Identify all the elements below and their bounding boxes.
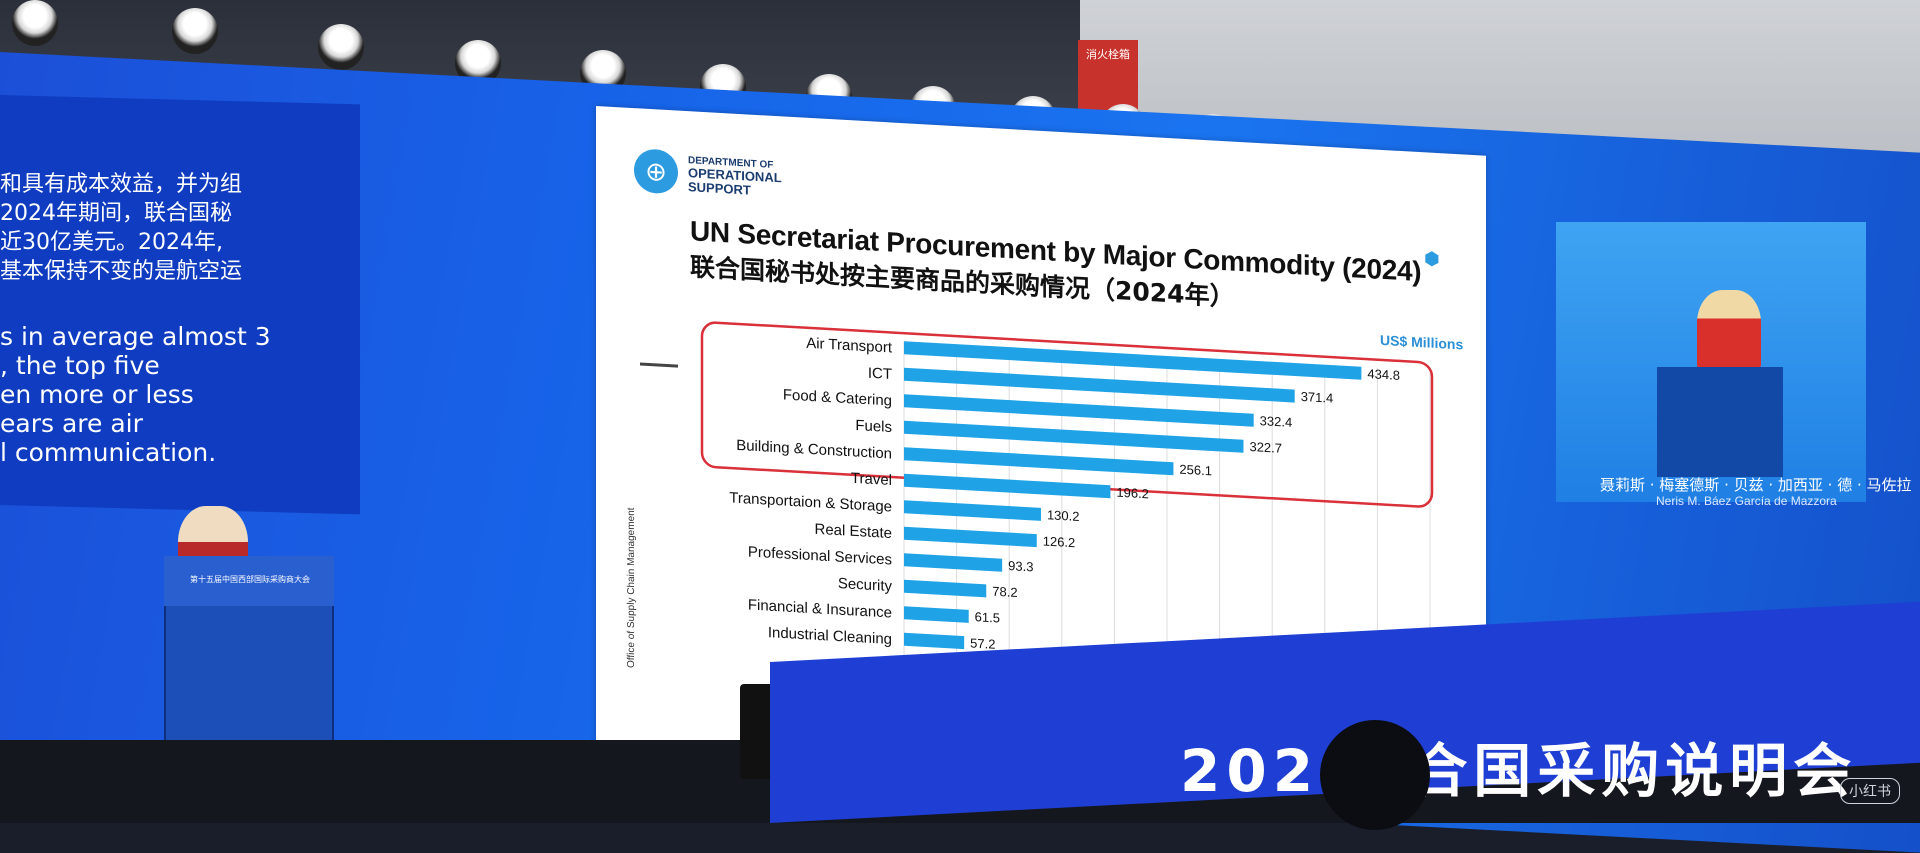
left-en-line: l communication. <box>0 438 217 467</box>
audience-head <box>1320 720 1430 830</box>
left-zh-line: 近30亿美元。2024年, <box>0 230 223 255</box>
value-label: 196.2 <box>1116 485 1149 502</box>
speaker-name-en: Neris M. Báez García de Mazzora <box>1656 494 1837 508</box>
value-label: 371.4 <box>1301 389 1334 406</box>
left-zh-line: 基本保持不变的是航空运 <box>0 259 243 284</box>
speaker-name-zh: 聂莉斯 · 梅塞德斯 · 贝兹 · 加西亚 · 德 · 马佐拉 <box>1600 476 1912 494</box>
bar <box>904 473 1111 499</box>
banner-text: 202 联合国采购说明会 <box>1180 737 1858 805</box>
right-screen-speaker <box>1697 290 1761 372</box>
bar <box>904 606 969 623</box>
value-label: 93.3 <box>1008 558 1033 574</box>
lectern-label: 第十五届中国西部国际采购商大会 <box>190 575 310 584</box>
bar <box>904 394 1254 427</box>
value-label: 126.2 <box>1043 533 1076 550</box>
category-label: Financial & Insurance <box>748 597 892 622</box>
stage-light-icon <box>318 24 364 70</box>
stage-light-icon <box>12 0 58 46</box>
watermark: 小红书 <box>1840 778 1900 804</box>
left-screen-text: 和具有成本效益，并为组 2024年期间，联合国秘 近30亿美元。2024年, 基… <box>0 170 330 467</box>
hexagon-logo-icon: ⬢ <box>1424 248 1440 270</box>
un-emblem-icon: ⊕ <box>634 148 678 195</box>
category-label: Fuels <box>855 417 892 436</box>
category-label: Industrial Cleaning <box>768 624 892 648</box>
right-screen-lectern <box>1657 367 1783 477</box>
bar <box>904 341 1362 380</box>
value-label: 57.2 <box>970 635 995 651</box>
category-label: Transportaion & Storage <box>729 489 892 515</box>
left-en-line: ears are air <box>0 409 143 438</box>
category-label: Security <box>838 575 893 595</box>
value-label: 434.8 <box>1367 366 1400 383</box>
left-zh-line: 2024年期间，联合国秘 <box>0 201 232 226</box>
bar <box>904 367 1295 403</box>
left-en-line: s in average almost 3 <box>0 322 271 351</box>
value-label: 332.4 <box>1260 413 1293 430</box>
bar <box>904 447 1174 476</box>
bar <box>904 500 1041 521</box>
category-label: Air Transport <box>806 335 893 357</box>
department-logo-text: DEPARTMENT OF OPERATIONAL SUPPORT <box>688 155 782 199</box>
category-label: Building & Construction <box>736 437 892 463</box>
category-label: Real Estate <box>815 521 892 542</box>
slide-dash <box>640 362 678 368</box>
bar <box>904 579 987 598</box>
side-label: Office of Supply Chain Management <box>626 507 637 669</box>
left-en-line: en more or less <box>0 380 194 409</box>
category-label: Travel <box>851 470 892 489</box>
category-label: Food & Catering <box>783 386 892 409</box>
left-en-block: s in average almost 3 , the top five en … <box>0 322 330 467</box>
left-zh-line: 和具有成本效益，并为组 <box>0 172 243 197</box>
bar-chart: 050100150200250300350400450500Air Transp… <box>700 321 1443 725</box>
stage-light-icon <box>172 8 218 54</box>
left-en-line: , the top five <box>0 351 160 380</box>
bar <box>904 553 1003 572</box>
value-label: 256.1 <box>1179 462 1212 479</box>
value-label: 61.5 <box>975 609 1000 625</box>
bar <box>904 632 965 650</box>
category-label: Professional Services <box>748 544 892 569</box>
presentation-slide: ⊕ DEPARTMENT OF OPERATIONAL SUPPORT ⬢ UN… <box>596 106 1486 796</box>
bar <box>904 526 1037 548</box>
value-label: 78.2 <box>992 584 1017 600</box>
lectern-top <box>164 556 334 606</box>
bar <box>904 420 1244 453</box>
value-label: 322.7 <box>1249 439 1282 456</box>
value-label: 130.2 <box>1047 507 1080 524</box>
category-label: ICT <box>868 365 892 383</box>
